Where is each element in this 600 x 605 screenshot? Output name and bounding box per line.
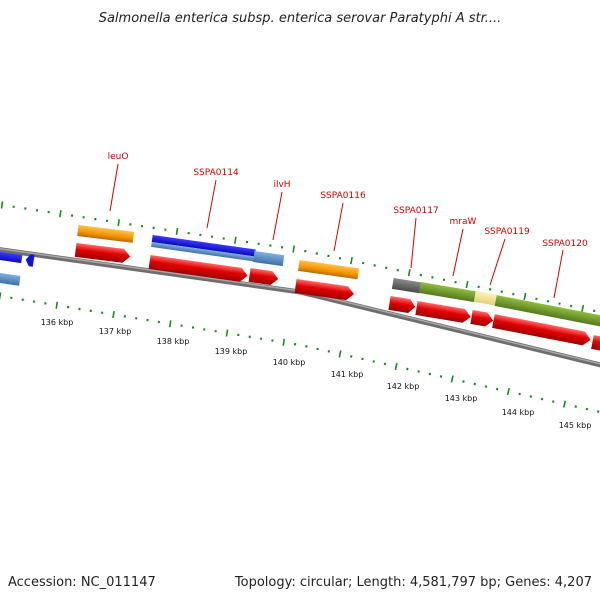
track-dot [421, 274, 422, 276]
leader-SSPA0117 [411, 218, 416, 268]
tick-label: 140 kbp [273, 358, 306, 367]
track-major-tick [466, 281, 467, 288]
gene-label-leuO[interactable]: leuO [108, 152, 129, 162]
track-major-tick [235, 237, 236, 244]
track-dot [407, 368, 408, 370]
track-dot [576, 406, 577, 408]
tick-label: 144 kbp [502, 408, 535, 417]
cds-arrow[interactable] [388, 296, 416, 314]
track-major-tick [582, 305, 584, 312]
track-major-tick [395, 363, 397, 370]
tick-label: 137 kbp [99, 327, 132, 336]
track-major-tick [452, 376, 454, 383]
cds-arrow[interactable] [591, 335, 600, 351]
tick-label: 136 kbp [41, 318, 74, 327]
tick-label: 143 kbp [445, 394, 478, 403]
track-major-tick [113, 311, 114, 318]
gene-feature-steel-blue[interactable] [0, 272, 21, 286]
track-major-tick [508, 388, 510, 395]
genome-summary-text: Topology: circular; Length: 4,581,797 bp… [234, 575, 592, 590]
cds-track [75, 243, 600, 351]
cds-arrow[interactable] [470, 310, 494, 327]
track-major-tick [0, 293, 1, 300]
track-dot [542, 398, 543, 400]
track-dot [374, 264, 375, 266]
gene-feature-leuO[interactable] [77, 225, 134, 243]
track-major-tick [2, 202, 3, 209]
gene-feature-SSPA0116[interactable] [298, 260, 359, 279]
track-major-tick [524, 293, 525, 300]
track-major-tick [170, 320, 171, 327]
track-major-tick [293, 246, 294, 253]
lower-dotted-track [0, 293, 598, 413]
gene-feature-SSPA0117[interactable] [392, 278, 421, 293]
accession-text: Accession: NC_011147 [8, 575, 156, 590]
tick-label: 138 kbp [157, 337, 190, 346]
track-major-tick [283, 339, 284, 346]
gene-label-SSPA0120[interactable]: SSPA0120 [542, 239, 588, 249]
tick-label: 145 kbp [559, 421, 592, 430]
track-dot [475, 383, 476, 385]
track-dot [441, 375, 442, 377]
track-dot [455, 281, 456, 283]
gene-label-SSPA0116[interactable]: SSPA0116 [320, 191, 366, 201]
track-dot [519, 393, 520, 395]
track-dot [329, 350, 330, 352]
gene-feature-ilvH[interactable] [253, 251, 284, 266]
leader-SSPA0114 [207, 180, 216, 228]
track-dot [362, 358, 363, 360]
map-title: Salmonella enterica subsp. enterica sero… [99, 11, 502, 26]
track-dot [486, 386, 487, 388]
gene-label-mraW[interactable]: mraW [450, 217, 477, 227]
track-major-tick [177, 228, 178, 235]
tick-label: 139 kbp [215, 347, 248, 356]
track-dot [385, 363, 386, 365]
track-dot [598, 411, 599, 413]
track-major-tick [339, 351, 341, 358]
track-dot [559, 303, 560, 305]
track-dot [306, 345, 307, 347]
track-dot [531, 396, 532, 398]
track-dot [497, 388, 498, 390]
leader-SSPA0120 [554, 250, 563, 298]
leader-SSPA0116 [334, 203, 343, 251]
track-dot [553, 401, 554, 403]
track-dot [351, 355, 352, 357]
track-dot [430, 373, 431, 375]
tick-label: 142 kbp [387, 382, 420, 391]
track-major-tick [564, 401, 566, 408]
leader-SSPA0119 [490, 239, 505, 285]
track-major-tick [60, 210, 61, 217]
track-dot [398, 269, 399, 271]
gene-label-SSPA0117[interactable]: SSPA0117 [393, 206, 438, 216]
leader-ilvH [273, 192, 282, 240]
track-dot [502, 291, 503, 293]
track-dot [587, 408, 588, 410]
leader-mraW [453, 229, 463, 276]
gene-label-SSPA0114[interactable]: SSPA0114 [193, 168, 239, 178]
track-dot [478, 286, 479, 288]
track-major-tick [56, 302, 57, 309]
tick-label: 141 kbp [331, 370, 364, 379]
track-major-tick [118, 219, 119, 226]
track-major-tick [226, 330, 227, 337]
gene-feature-SSPA0119[interactable] [474, 291, 498, 305]
leader-leuO [110, 164, 118, 211]
track-major-tick [409, 269, 410, 276]
track-major-tick [351, 257, 352, 264]
gene-label-ilvH[interactable]: ilvH [273, 180, 290, 190]
gene-label-SSPA0119[interactable]: SSPA0119 [484, 227, 530, 237]
track-dot [317, 252, 318, 254]
